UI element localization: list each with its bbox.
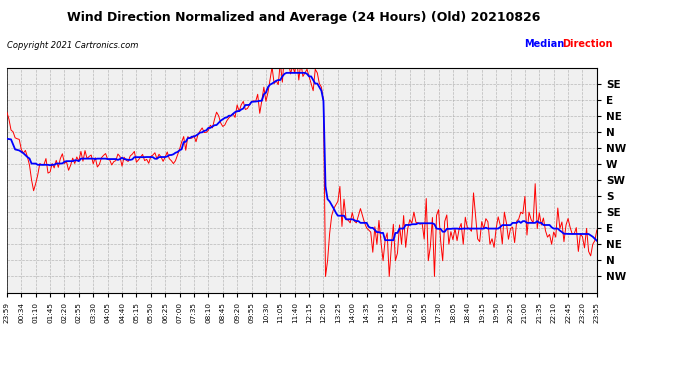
Text: Copyright 2021 Cartronics.com: Copyright 2021 Cartronics.com <box>7 41 138 50</box>
Text: Wind Direction Normalized and Average (24 Hours) (Old) 20210826: Wind Direction Normalized and Average (2… <box>67 11 540 24</box>
Text: Direction: Direction <box>562 39 613 50</box>
Text: Median: Median <box>524 39 564 50</box>
